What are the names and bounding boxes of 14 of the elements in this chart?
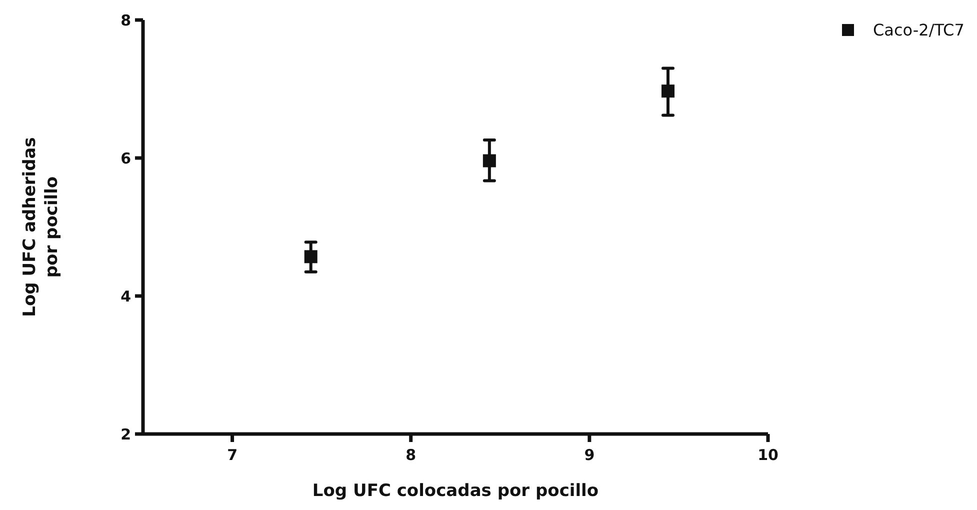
y-tick-label: 2	[120, 425, 131, 444]
y-tick-label: 6	[120, 149, 131, 168]
point	[304, 250, 318, 264]
point	[662, 84, 674, 98]
y-tick-label: 4	[120, 287, 131, 306]
point	[482, 154, 496, 168]
y-tick-label: 8	[120, 11, 131, 30]
x-tick-label: 10	[758, 446, 778, 464]
legend-label: Caco-2/TC7	[873, 20, 964, 40]
x-axis-title: Log UFC colocadas por pocillo	[312, 481, 599, 501]
x-tick-label: 9	[584, 446, 595, 464]
x-tick-label: 8	[406, 446, 416, 464]
x-tick-label: 7	[227, 446, 238, 464]
y-axis-title: Log UFC adheridas por pocillo	[20, 137, 62, 317]
